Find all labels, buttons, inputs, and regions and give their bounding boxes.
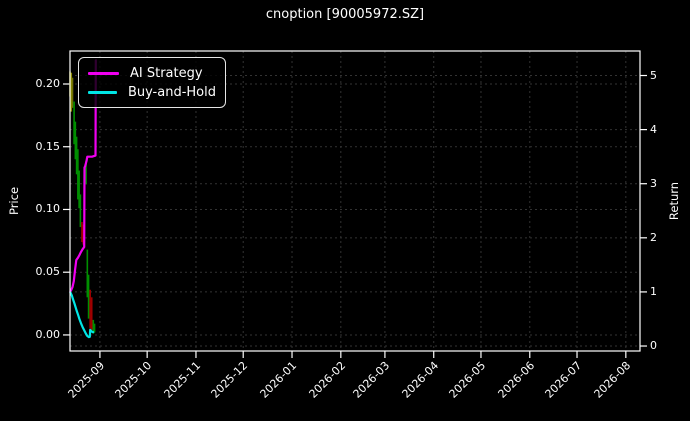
price-tick-label: 0.05: [35, 265, 61, 279]
buy-and-hold-legend-label: Buy-and-Hold: [127, 85, 216, 100]
candlestick-wick: [81, 222, 83, 243]
ai-strategy-legend-label: AI Strategy: [130, 66, 203, 81]
legend: AI Strategy Buy-and-Hold: [78, 57, 226, 108]
candlestick-wick: [86, 249, 89, 298]
plot-border: [69, 50, 641, 352]
price-tick-label: 0.10: [35, 202, 61, 216]
candlestick-wick: [78, 170, 80, 209]
candlestick-wick: [92, 319, 95, 334]
return-tick-label: 0: [650, 339, 657, 353]
candlestick-wick: [89, 289, 91, 329]
candlestick-wick: [73, 101, 75, 145]
return-tick-label: 5: [650, 68, 657, 82]
candlestick-wick: [70, 72, 73, 112]
buy-and-hold-line: [69, 291, 95, 339]
candlestick-wick: [77, 149, 79, 200]
candlestick-wick: [93, 323, 96, 333]
buy-and-hold-line-swatch: [88, 90, 117, 95]
candlestick-wick: [87, 274, 90, 319]
ai-strategy-line: [69, 59, 97, 293]
candlestick-wick: [71, 77, 74, 108]
return-tick-label: 3: [650, 176, 657, 190]
return-tick-label: 1: [650, 284, 657, 298]
candlestick-wick: [79, 194, 82, 228]
ai-strategy-line-swatch: [88, 71, 119, 76]
legend-item-buy-and-hold: Buy-and-Hold: [88, 85, 216, 100]
candlestick-wick: [90, 297, 93, 330]
candlestick-wick: [74, 121, 77, 160]
return-tick-label: 2: [650, 230, 657, 244]
candlestick-wick: [75, 136, 78, 175]
price-tick-label: 0.20: [35, 76, 61, 90]
chart-title: cnoption [90005972.SZ]: [265, 7, 425, 22]
legend-item-ai-strategy: AI Strategy: [88, 66, 216, 81]
return-tick-label: 4: [650, 122, 657, 136]
price-tick-label: 0.15: [35, 139, 61, 153]
candlestick-wick: [85, 160, 87, 185]
price-tick-label: 0.00: [35, 327, 61, 341]
